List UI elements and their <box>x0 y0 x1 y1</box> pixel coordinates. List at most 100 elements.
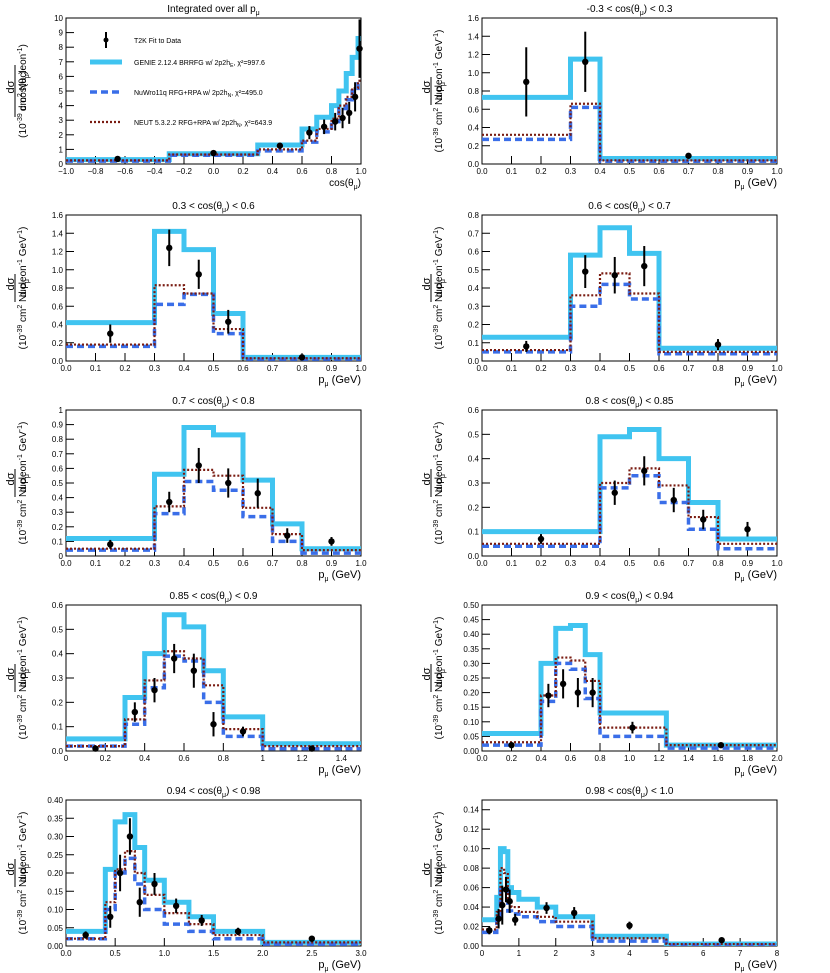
y-tick-label: 0.06 <box>463 884 479 893</box>
x-axis-label: pμ (GeV) <box>734 569 777 583</box>
x-tick-label: 0.0 <box>60 949 72 958</box>
y-label-numerator: dσ <box>5 667 17 680</box>
x-tick-label: 1.0 <box>771 559 783 568</box>
y-tick-label: 0.1 <box>468 528 480 537</box>
y-tick-label: 0.6 <box>52 302 64 311</box>
y-tick-label: 9 <box>59 29 64 38</box>
x-tick-label: 0.2 <box>535 167 547 176</box>
panel-9: 0.98 < cos(θμ) < 1.0 0.00 0.02 0.04 0.06 0.08… <box>421 786 780 973</box>
x-tick-label: 8 <box>775 949 780 958</box>
y-tick-label: 0.8 <box>52 435 64 444</box>
y-tick-label: 0.8 <box>52 284 64 293</box>
x-tick-label: 1.0 <box>355 559 367 568</box>
x-tick-label: 1 <box>260 754 265 763</box>
x-tick-label: 4 <box>627 949 632 958</box>
data-point <box>107 541 114 548</box>
data-point <box>298 354 306 361</box>
x-tick-label: 0.5 <box>208 364 220 373</box>
panel-title: 0.6 < cos(θμ) < 0.7 <box>588 201 671 214</box>
y-axis-label: (10-39 cm2 Nucleon-1 GeV-1) <box>433 617 445 740</box>
y-tick-label: 0.08 <box>463 864 479 873</box>
x-tick-label: 0 <box>64 754 69 763</box>
x-tick-label: 0.8 <box>594 754 606 763</box>
y-label-denominator: d pμ <box>434 669 447 687</box>
y-tick-label: 0.10 <box>463 845 479 854</box>
y-tick-label: 0.6 <box>52 601 64 610</box>
panel-3: 0.6 < cos(θμ) < 0.7 0.0 0.1 0.2 0.3 0.4 0.5 0.6… <box>421 201 783 388</box>
x-tick-label: 0.6 <box>237 364 249 373</box>
x-tick-label: 0.6 <box>296 167 308 176</box>
x-tick-label: 1 <box>517 949 522 958</box>
data-point <box>744 526 751 533</box>
y-tick-label: 0.9 <box>52 421 64 430</box>
y-tick-label: 10 <box>54 14 63 23</box>
y-tick-label: 8 <box>59 43 64 52</box>
x-tick-label: 0.6 <box>565 754 577 763</box>
y-tick-label: 0.25 <box>47 851 63 860</box>
x-tick-label: 0.0 <box>476 364 488 373</box>
legend-label-nuwro: NuWro11q RFG+RPA w/ 2p2hN, χ²=495.0 <box>134 90 263 99</box>
series-neut-line <box>482 656 777 747</box>
y-tick-label: 0.50 <box>463 601 479 610</box>
data-point <box>582 58 589 65</box>
data-point <box>511 916 519 923</box>
x-tick-label: 0.8 <box>712 364 724 373</box>
data-point <box>351 93 359 101</box>
x-tick-label: 0.8 <box>712 559 724 568</box>
data-point <box>151 686 158 694</box>
series-genie-line <box>482 426 777 542</box>
panel-7: 0.9 < cos(θμ) < 0.940.000.050.100.150.20… <box>421 591 783 778</box>
x-tick-label: 0.0 <box>208 167 220 176</box>
x-tick-label: 0.8 <box>296 559 308 568</box>
y-tick-label: 0.5 <box>52 479 64 488</box>
x-tick-label: 0.4 <box>594 364 606 373</box>
x-tick-label: 0.0 <box>476 754 488 763</box>
series-neut-line <box>482 867 777 946</box>
x-tick-label: 1.4 <box>683 754 695 763</box>
y-tick-label: 0.4 <box>52 321 64 330</box>
y-tick-label: 0 <box>59 160 64 169</box>
series-genie-line <box>66 612 361 747</box>
x-tick-label: 0.0 <box>60 559 72 568</box>
data-point <box>718 936 725 944</box>
x-tick-label: 0.1 <box>506 167 518 176</box>
y-tick-label: 0.0 <box>468 160 480 169</box>
x-tick-label: 0.7 <box>683 559 695 568</box>
data-point <box>239 728 247 735</box>
y-label-numerator: dσ <box>5 862 17 875</box>
x-tick-label: 0.2 <box>237 167 249 176</box>
x-tick-label: 0.5 <box>624 559 636 568</box>
data-point <box>107 330 114 337</box>
data-point <box>629 724 636 731</box>
y-tick-label: 1.0 <box>52 266 64 275</box>
y-label-numerator: dσ <box>421 472 433 485</box>
y-axis-label: (10-39 cm2 Nucleon-1 GeV-1) <box>17 617 29 740</box>
data-point <box>225 479 232 487</box>
data-point <box>611 489 618 496</box>
data-point <box>714 341 722 348</box>
x-tick-label: 0.3 <box>149 559 161 568</box>
x-tick-label: 1.0 <box>355 167 367 176</box>
y-tick-label: 1.6 <box>52 211 64 220</box>
y-tick-label: 0.2 <box>468 142 480 151</box>
series-neut-line <box>66 79 361 162</box>
x-tick-label: 0.2 <box>100 754 112 763</box>
y-label-numerator: dσ <box>5 472 17 485</box>
data-point <box>172 902 180 910</box>
y-axis-label: (10-39 cm2 Nucleon-1 GeV-1) <box>433 30 445 153</box>
x-tick-label: 0.4 <box>139 754 151 763</box>
panel-1: -0.3 < cos(θμ) < 0.3 0.0 0.2 0.4 0.6 0.8 1.0 1.… <box>421 4 783 191</box>
data-point <box>685 152 692 159</box>
y-tick-label: 0.3 <box>52 674 64 683</box>
x-tick-label: 1.0 <box>159 949 171 958</box>
x-tick-label: 2 <box>554 949 559 958</box>
data-point <box>356 45 363 52</box>
x-tick-label: 1.4 <box>336 754 348 763</box>
x-tick-label: 0.3 <box>149 364 161 373</box>
y-tick-label: 0.40 <box>463 630 479 639</box>
x-axis-label: pμ (GeV) <box>318 764 361 778</box>
data-point <box>328 538 335 545</box>
y-tick-label: 0.35 <box>47 814 63 823</box>
y-tick-label: 0.2 <box>468 503 480 512</box>
x-tick-label: 0.4 <box>535 754 547 763</box>
